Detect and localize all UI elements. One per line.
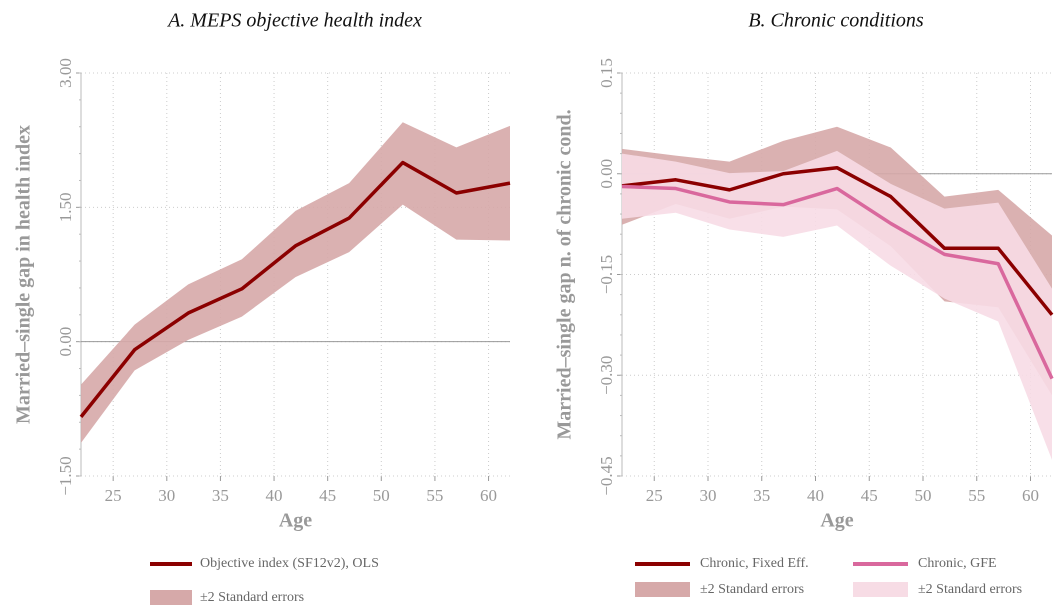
chart-title: A. MEPS objective health index xyxy=(166,10,422,32)
x-tick-label: 60 xyxy=(1022,486,1039,505)
x-tick-label: 25 xyxy=(105,486,122,505)
y-tick-label: 0.00 xyxy=(56,327,75,357)
x-tick-label: 50 xyxy=(373,486,390,505)
line xyxy=(621,184,1054,380)
legend-swatch xyxy=(635,582,690,597)
legend-label: ±2 Standard errors xyxy=(700,582,804,597)
line xyxy=(621,165,1054,316)
x-tick-label: 50 xyxy=(915,486,932,505)
y-axis-label: Married–single gap n. of chronic cond. xyxy=(554,109,576,439)
legend-swatch xyxy=(853,582,908,597)
legend-label: Objective index (SF12v2), OLS xyxy=(200,556,379,571)
x-axis-label: Age xyxy=(279,510,312,532)
y-tick-label: 1.50 xyxy=(56,192,75,222)
legend-label: Chronic, Fixed Eff. xyxy=(700,556,809,571)
legend-label: ±2 Standard errors xyxy=(918,582,1022,597)
x-tick-label: 35 xyxy=(753,486,770,505)
y-tick-label: 3.00 xyxy=(56,58,75,88)
y-axis-label: Married–single gap in health index xyxy=(13,125,35,424)
x-tick-label: 35 xyxy=(212,486,229,505)
x-tick-label: 60 xyxy=(480,486,497,505)
x-tick-label: 25 xyxy=(646,486,663,505)
chart-title: B. Chronic conditions xyxy=(748,10,924,32)
x-tick-label: 55 xyxy=(968,486,985,505)
line xyxy=(79,160,511,418)
x-axis-label: Age xyxy=(820,510,853,532)
error-band xyxy=(622,150,1052,460)
y-tick-label: 0.15 xyxy=(597,58,616,88)
x-tick-label: 45 xyxy=(861,486,878,505)
x-tick-label: 40 xyxy=(266,486,283,505)
y-tick-label: −0.45 xyxy=(597,456,616,495)
y-tick-label: 0.00 xyxy=(597,159,616,189)
x-tick-label: 45 xyxy=(319,486,336,505)
legend-label: ±2 Standard errors xyxy=(200,590,304,605)
legend-swatch xyxy=(150,590,192,605)
x-tick-label: 30 xyxy=(158,486,175,505)
y-tick-label: −0.15 xyxy=(597,255,616,294)
x-tick-label: 30 xyxy=(700,486,717,505)
x-tick-label: 40 xyxy=(807,486,824,505)
x-tick-label: 55 xyxy=(426,486,443,505)
y-tick-label: −0.30 xyxy=(597,356,616,395)
error-band xyxy=(81,122,510,443)
legend-label: Chronic, GFE xyxy=(918,556,997,571)
y-tick-label: −1.50 xyxy=(56,456,75,495)
